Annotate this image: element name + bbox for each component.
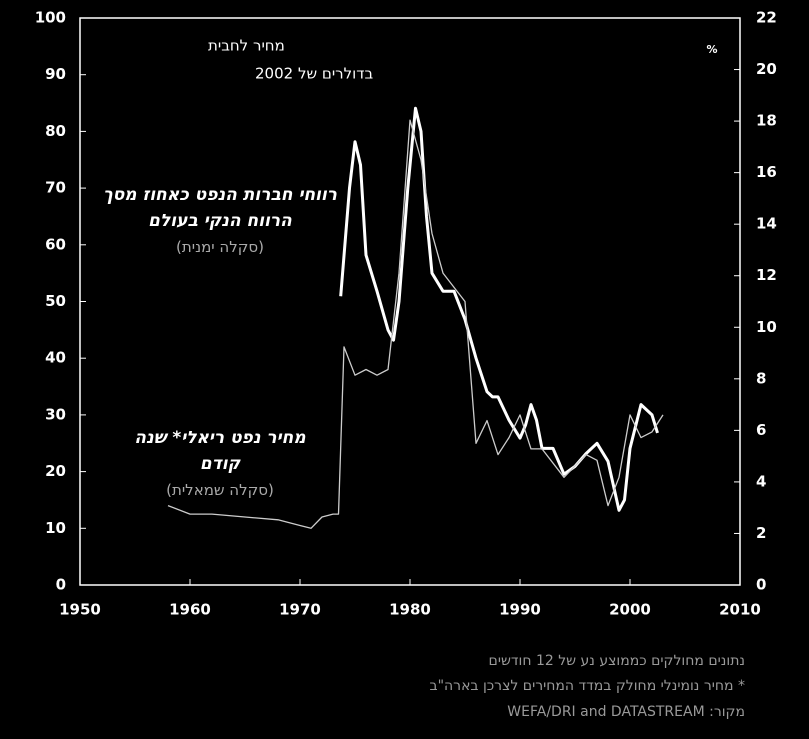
y-tick-label: 100: [35, 9, 66, 27]
y-tick-label: 30: [45, 405, 66, 423]
footnote: * מחיר נומינלי מחולק במדד המחירים לצרכן …: [429, 678, 745, 694]
series-name: רווחי חברות הנפט כאחוז מסך הרווח הנקי בע…: [102, 185, 338, 231]
y-tick-label: 40: [45, 349, 66, 367]
series-name: מחיר נפט ריאלי* שנה קודם: [134, 428, 306, 474]
y2-tick-label: 22: [756, 9, 777, 27]
series-line: [167, 119, 664, 529]
x-tick-label: 1960: [169, 601, 211, 619]
y2-unit: %: [706, 43, 717, 56]
x-tick-label: 1990: [499, 601, 541, 619]
series-label: מחיר נפט ריאלי* שנה קודם (סקלה שמאלית): [120, 425, 320, 503]
y-tick-label: 70: [45, 179, 66, 197]
x-tick-label: 2000: [609, 601, 651, 619]
y2-tick-label: 12: [756, 266, 777, 284]
y2-tick-label: 8: [756, 369, 766, 387]
y-tick-label: 10: [45, 519, 66, 537]
y-tick-label: 80: [45, 122, 66, 140]
chart-title: מחיר לחבית: [208, 37, 285, 55]
chart-title: בדולרים של 2002: [255, 65, 373, 83]
scale-note: (סקלה ימנית): [176, 238, 264, 256]
y-tick-label: 90: [45, 65, 66, 83]
y-tick-label: 0: [56, 576, 66, 594]
footnote: נתונים מחולקים כממוצע נע של 12 חודשים: [488, 653, 745, 669]
y-tick-label: 60: [45, 235, 66, 253]
series-label: רווחי חברות הנפט כאחוז מסך הרווח הנקי בע…: [100, 182, 340, 260]
y2-tick-label: 20: [756, 60, 777, 78]
y2-tick-label: 18: [756, 112, 777, 130]
x-tick-label: 1950: [59, 601, 101, 619]
y2-tick-label: 6: [756, 421, 766, 439]
y2-tick-label: 2: [756, 524, 766, 542]
y2-tick-label: 10: [756, 318, 777, 336]
x-tick-label: 2010: [719, 601, 761, 619]
y2-tick-label: 16: [756, 163, 777, 181]
footnote: מקור: WEFA/DRI and DATASTREAM: [507, 704, 745, 720]
series-line: [339, 106, 659, 512]
y-tick-label: 20: [45, 462, 66, 480]
y2-tick-label: 14: [756, 215, 777, 233]
x-tick-label: 1970: [279, 601, 321, 619]
y-tick-label: 50: [45, 292, 66, 310]
y2-tick-label: 4: [756, 472, 766, 490]
x-tick-label: 1980: [389, 601, 431, 619]
y2-tick-label: 0: [756, 576, 766, 594]
scale-note: (סקלה שמאלית): [166, 481, 274, 499]
